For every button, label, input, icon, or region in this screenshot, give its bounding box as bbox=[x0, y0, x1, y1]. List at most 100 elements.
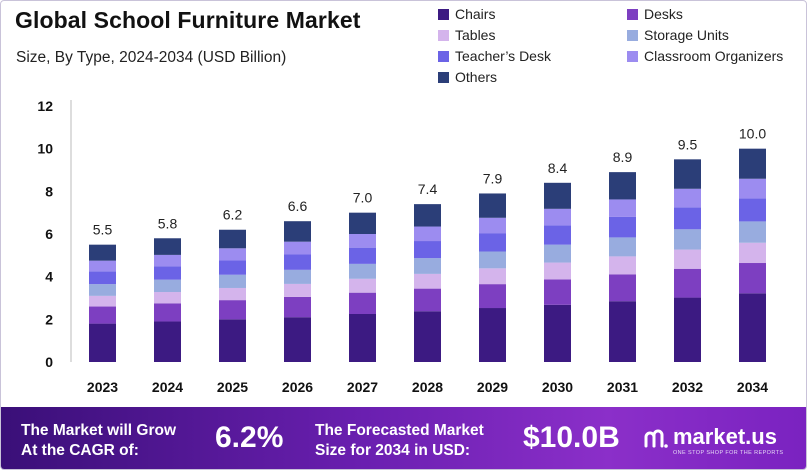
bar-segment-chairs bbox=[284, 317, 311, 362]
bar-segment-others bbox=[674, 159, 701, 189]
bar-segment-teacher-s-desk bbox=[414, 241, 441, 259]
bar-segment-desks bbox=[349, 292, 376, 314]
bar-segment-desks bbox=[219, 300, 246, 320]
data-label-total: 9.5 bbox=[678, 136, 698, 152]
bar-segment-teacher-s-desk bbox=[284, 254, 311, 270]
bar-segment-desks bbox=[739, 263, 766, 294]
bar-segment-others bbox=[284, 221, 311, 242]
bar-segment-storage-units bbox=[89, 284, 116, 296]
legend-swatch-storage-units bbox=[627, 29, 638, 41]
bar-segment-teacher-s-desk bbox=[739, 198, 766, 222]
legend-label-others: Others bbox=[455, 69, 498, 85]
forecast-label: The Forecasted Market Size for 2034 in U… bbox=[315, 421, 484, 461]
bar-segment-chairs bbox=[674, 297, 701, 362]
bar-segment-tables bbox=[89, 295, 116, 307]
bar-segment-chairs bbox=[154, 321, 181, 362]
bar-segment-classroom-organizers bbox=[284, 241, 311, 255]
bar-segment-others bbox=[609, 172, 636, 200]
bar-segment-classroom-organizers bbox=[609, 199, 636, 217]
bar-segment-others bbox=[349, 212, 376, 234]
cagr-label: The Market will Grow At the CAGR of: bbox=[21, 421, 176, 461]
bar-segment-others bbox=[414, 204, 441, 227]
bar-segment-tables bbox=[739, 242, 766, 264]
bar-segment-desks bbox=[414, 288, 441, 312]
bar-segment-classroom-organizers bbox=[219, 248, 246, 261]
brand-logo[interactable]: market.us ONE STOP SHOP FOR THE REPORTS bbox=[643, 423, 803, 463]
legend-label-desks: Desks bbox=[644, 6, 683, 22]
bar-segment-teacher-s-desk bbox=[89, 271, 116, 285]
legend-item-chairs: Chairs bbox=[438, 6, 495, 22]
bar-segment-others bbox=[219, 229, 246, 249]
bar-segment-storage-units bbox=[479, 251, 506, 269]
bar-segment-others bbox=[154, 238, 181, 255]
bar-segment-chairs bbox=[349, 314, 376, 362]
market-us-logo-icon bbox=[644, 429, 668, 448]
legend-label-classroom-organizers: Classroom Organizers bbox=[644, 48, 784, 64]
brand-tagline: ONE STOP SHOP FOR THE REPORTS bbox=[673, 450, 784, 456]
bar-segment-storage-units bbox=[154, 279, 181, 293]
cagr-label-line1: The Market will Grow bbox=[21, 422, 177, 439]
bar-segment-others bbox=[479, 193, 506, 218]
y-tick-label: 0 bbox=[45, 354, 53, 370]
data-label-total: 6.2 bbox=[223, 207, 243, 223]
bar-segment-desks bbox=[544, 279, 571, 305]
data-label-total: 7.9 bbox=[483, 170, 503, 186]
y-tick-label: 10 bbox=[37, 141, 53, 157]
bar-segment-teacher-s-desk bbox=[154, 266, 181, 280]
bar-segment-classroom-organizers bbox=[544, 208, 571, 226]
legend-item-teachers-desk: Teacher’s Desk bbox=[438, 48, 551, 64]
bar-segment-storage-units bbox=[544, 244, 571, 263]
legend-swatch-tables bbox=[438, 29, 449, 41]
bar-segment-chairs bbox=[609, 301, 636, 362]
legend-swatch-desks bbox=[627, 8, 638, 20]
forecast-label-line1: The Forecasted Market bbox=[315, 422, 484, 439]
data-label-total: 10.0 bbox=[739, 126, 766, 142]
legend: Chairs Desks Tables Storage Units Teache… bbox=[438, 4, 806, 94]
x-tick-label: 2031 bbox=[607, 379, 638, 395]
bar-segment-tables bbox=[609, 256, 636, 275]
bar-segment-chairs bbox=[219, 319, 246, 362]
forecast-value: $10.0B bbox=[523, 421, 620, 454]
bar-segment-classroom-organizers bbox=[89, 260, 116, 272]
data-label-total: 8.9 bbox=[613, 149, 633, 165]
bar-segment-tables bbox=[674, 249, 701, 269]
data-label-total: 7.4 bbox=[418, 181, 438, 197]
legend-item-storage-units: Storage Units bbox=[627, 27, 729, 43]
bar-segment-tables bbox=[284, 283, 311, 297]
x-tick-label: 2029 bbox=[477, 379, 508, 395]
bar-segment-desks bbox=[674, 268, 701, 298]
data-label-total: 6.6 bbox=[288, 198, 308, 214]
bar-segment-classroom-organizers bbox=[739, 178, 766, 199]
y-tick-label: 2 bbox=[45, 311, 53, 327]
bar-segment-chairs bbox=[544, 304, 571, 362]
y-tick-label: 4 bbox=[45, 269, 53, 285]
bar-segment-desks bbox=[479, 284, 506, 309]
y-tick-label: 8 bbox=[45, 183, 53, 199]
legend-label-storage-units: Storage Units bbox=[644, 27, 729, 43]
bar-segment-storage-units bbox=[284, 269, 311, 284]
bar-segment-tables bbox=[479, 268, 506, 285]
data-label-total: 5.8 bbox=[158, 215, 178, 231]
y-tick-label: 12 bbox=[37, 98, 53, 114]
x-tick-label: 2032 bbox=[672, 379, 703, 395]
bar-segment-teacher-s-desk bbox=[674, 207, 701, 230]
bar-segment-teacher-s-desk bbox=[479, 233, 506, 252]
bar-segment-teacher-s-desk bbox=[219, 260, 246, 275]
bar-segment-storage-units bbox=[609, 237, 636, 257]
stacked-bar-chart: 0 2 4 6 8 10 12 5.5 2023 5.8 2024 6.2 2025 6.6 2026 7.0… bbox=[37, 98, 768, 395]
bar-segment-classroom-organizers bbox=[674, 188, 701, 208]
bar-segment-teacher-s-desk bbox=[609, 216, 636, 238]
bar-segment-storage-units bbox=[414, 258, 441, 274]
legend-item-tables: Tables bbox=[438, 27, 495, 43]
bar-segment-classroom-organizers bbox=[414, 226, 441, 242]
legend-swatch-classroom-organizers bbox=[627, 50, 638, 62]
cagr-value: 6.2% bbox=[215, 421, 284, 454]
bar-segment-tables bbox=[349, 278, 376, 293]
bar-segment-others bbox=[89, 244, 116, 261]
bar-segment-desks bbox=[284, 296, 311, 318]
bar-segment-others bbox=[544, 182, 571, 209]
bar-segment-tables bbox=[154, 292, 181, 304]
cagr-label-line2: At the CAGR of: bbox=[21, 442, 139, 459]
x-tick-label: 2023 bbox=[87, 379, 118, 395]
